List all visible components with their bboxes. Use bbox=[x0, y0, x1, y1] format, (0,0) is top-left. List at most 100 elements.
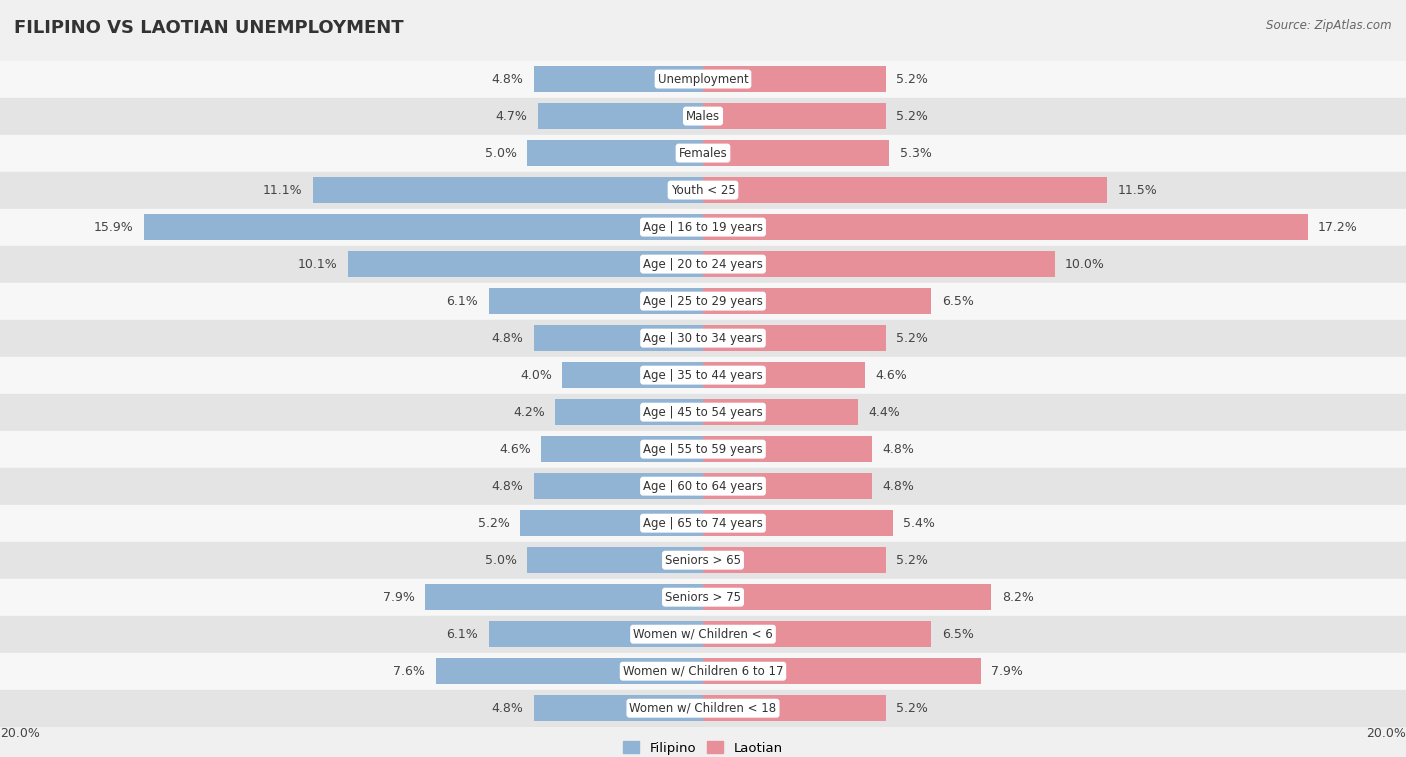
Text: 4.2%: 4.2% bbox=[513, 406, 546, 419]
Bar bbox=[489, 621, 703, 647]
Text: 11.5%: 11.5% bbox=[1118, 184, 1157, 197]
Bar bbox=[703, 621, 932, 647]
Text: 6.1%: 6.1% bbox=[446, 628, 478, 640]
Text: 10.1%: 10.1% bbox=[298, 257, 337, 270]
Text: Age | 60 to 64 years: Age | 60 to 64 years bbox=[643, 480, 763, 493]
Bar bbox=[534, 326, 703, 351]
Bar bbox=[537, 103, 703, 129]
Bar bbox=[0, 357, 1406, 394]
Text: Females: Females bbox=[679, 147, 727, 160]
Text: 20.0%: 20.0% bbox=[1367, 727, 1406, 740]
Text: Age | 45 to 54 years: Age | 45 to 54 years bbox=[643, 406, 763, 419]
Bar bbox=[0, 578, 1406, 615]
Bar bbox=[703, 140, 889, 166]
Text: Age | 55 to 59 years: Age | 55 to 59 years bbox=[643, 443, 763, 456]
Bar bbox=[0, 209, 1406, 245]
Text: 5.2%: 5.2% bbox=[897, 332, 928, 344]
Text: 20.0%: 20.0% bbox=[0, 727, 39, 740]
Text: Unemployment: Unemployment bbox=[658, 73, 748, 86]
Bar bbox=[0, 394, 1406, 431]
Bar bbox=[703, 473, 872, 499]
Bar bbox=[703, 214, 1308, 240]
Bar bbox=[703, 659, 981, 684]
Bar bbox=[703, 584, 991, 610]
Text: 6.5%: 6.5% bbox=[942, 294, 974, 307]
Text: 6.1%: 6.1% bbox=[446, 294, 478, 307]
Text: 4.8%: 4.8% bbox=[492, 480, 524, 493]
Text: Source: ZipAtlas.com: Source: ZipAtlas.com bbox=[1267, 19, 1392, 32]
Bar bbox=[703, 436, 872, 462]
Text: 5.4%: 5.4% bbox=[904, 517, 935, 530]
Text: Youth < 25: Youth < 25 bbox=[671, 184, 735, 197]
Legend: Filipino, Laotian: Filipino, Laotian bbox=[619, 736, 787, 757]
Text: 11.1%: 11.1% bbox=[263, 184, 302, 197]
Bar bbox=[527, 140, 703, 166]
Text: 7.6%: 7.6% bbox=[394, 665, 426, 678]
Bar bbox=[314, 177, 703, 203]
Text: 5.3%: 5.3% bbox=[900, 147, 932, 160]
Bar bbox=[0, 135, 1406, 172]
Bar bbox=[0, 542, 1406, 578]
Bar bbox=[0, 98, 1406, 135]
Text: 5.2%: 5.2% bbox=[897, 110, 928, 123]
Bar bbox=[703, 288, 932, 314]
Bar bbox=[703, 399, 858, 425]
Bar bbox=[0, 319, 1406, 357]
Text: 7.9%: 7.9% bbox=[991, 665, 1024, 678]
Text: 4.8%: 4.8% bbox=[883, 480, 914, 493]
Text: Age | 30 to 34 years: Age | 30 to 34 years bbox=[643, 332, 763, 344]
Bar bbox=[703, 362, 865, 388]
Text: 5.2%: 5.2% bbox=[897, 73, 928, 86]
Text: 8.2%: 8.2% bbox=[1001, 590, 1033, 603]
Bar bbox=[703, 177, 1108, 203]
Text: 5.0%: 5.0% bbox=[485, 553, 517, 567]
Bar bbox=[703, 251, 1054, 277]
Bar bbox=[562, 362, 703, 388]
Bar bbox=[0, 653, 1406, 690]
Text: 4.8%: 4.8% bbox=[492, 73, 524, 86]
Text: 4.6%: 4.6% bbox=[499, 443, 531, 456]
Bar bbox=[527, 547, 703, 573]
Text: Males: Males bbox=[686, 110, 720, 123]
Text: Seniors > 75: Seniors > 75 bbox=[665, 590, 741, 603]
Bar bbox=[534, 66, 703, 92]
Text: 4.8%: 4.8% bbox=[492, 702, 524, 715]
Bar bbox=[145, 214, 703, 240]
Bar bbox=[541, 436, 703, 462]
Bar bbox=[0, 61, 1406, 98]
Bar bbox=[534, 473, 703, 499]
Bar bbox=[703, 326, 886, 351]
Bar bbox=[489, 288, 703, 314]
Text: 5.2%: 5.2% bbox=[478, 517, 510, 530]
Bar bbox=[0, 431, 1406, 468]
Bar bbox=[703, 103, 886, 129]
Text: Age | 20 to 24 years: Age | 20 to 24 years bbox=[643, 257, 763, 270]
Text: FILIPINO VS LAOTIAN UNEMPLOYMENT: FILIPINO VS LAOTIAN UNEMPLOYMENT bbox=[14, 19, 404, 37]
Text: Age | 65 to 74 years: Age | 65 to 74 years bbox=[643, 517, 763, 530]
Text: Age | 35 to 44 years: Age | 35 to 44 years bbox=[643, 369, 763, 382]
Text: Age | 16 to 19 years: Age | 16 to 19 years bbox=[643, 220, 763, 234]
Bar bbox=[0, 505, 1406, 542]
Bar bbox=[703, 547, 886, 573]
Text: Age | 25 to 29 years: Age | 25 to 29 years bbox=[643, 294, 763, 307]
Bar bbox=[555, 399, 703, 425]
Text: 7.9%: 7.9% bbox=[382, 590, 415, 603]
Text: 5.2%: 5.2% bbox=[897, 553, 928, 567]
Text: Women w/ Children 6 to 17: Women w/ Children 6 to 17 bbox=[623, 665, 783, 678]
Bar bbox=[0, 282, 1406, 319]
Bar bbox=[703, 510, 893, 536]
Text: 6.5%: 6.5% bbox=[942, 628, 974, 640]
Bar bbox=[0, 615, 1406, 653]
Text: 17.2%: 17.2% bbox=[1319, 220, 1358, 234]
Text: 4.6%: 4.6% bbox=[875, 369, 907, 382]
Bar bbox=[349, 251, 703, 277]
Bar bbox=[425, 584, 703, 610]
Text: 4.8%: 4.8% bbox=[492, 332, 524, 344]
Text: Seniors > 65: Seniors > 65 bbox=[665, 553, 741, 567]
Bar bbox=[436, 659, 703, 684]
Bar bbox=[0, 468, 1406, 505]
Text: 4.8%: 4.8% bbox=[883, 443, 914, 456]
Bar bbox=[520, 510, 703, 536]
Bar bbox=[703, 66, 886, 92]
Text: Women w/ Children < 6: Women w/ Children < 6 bbox=[633, 628, 773, 640]
